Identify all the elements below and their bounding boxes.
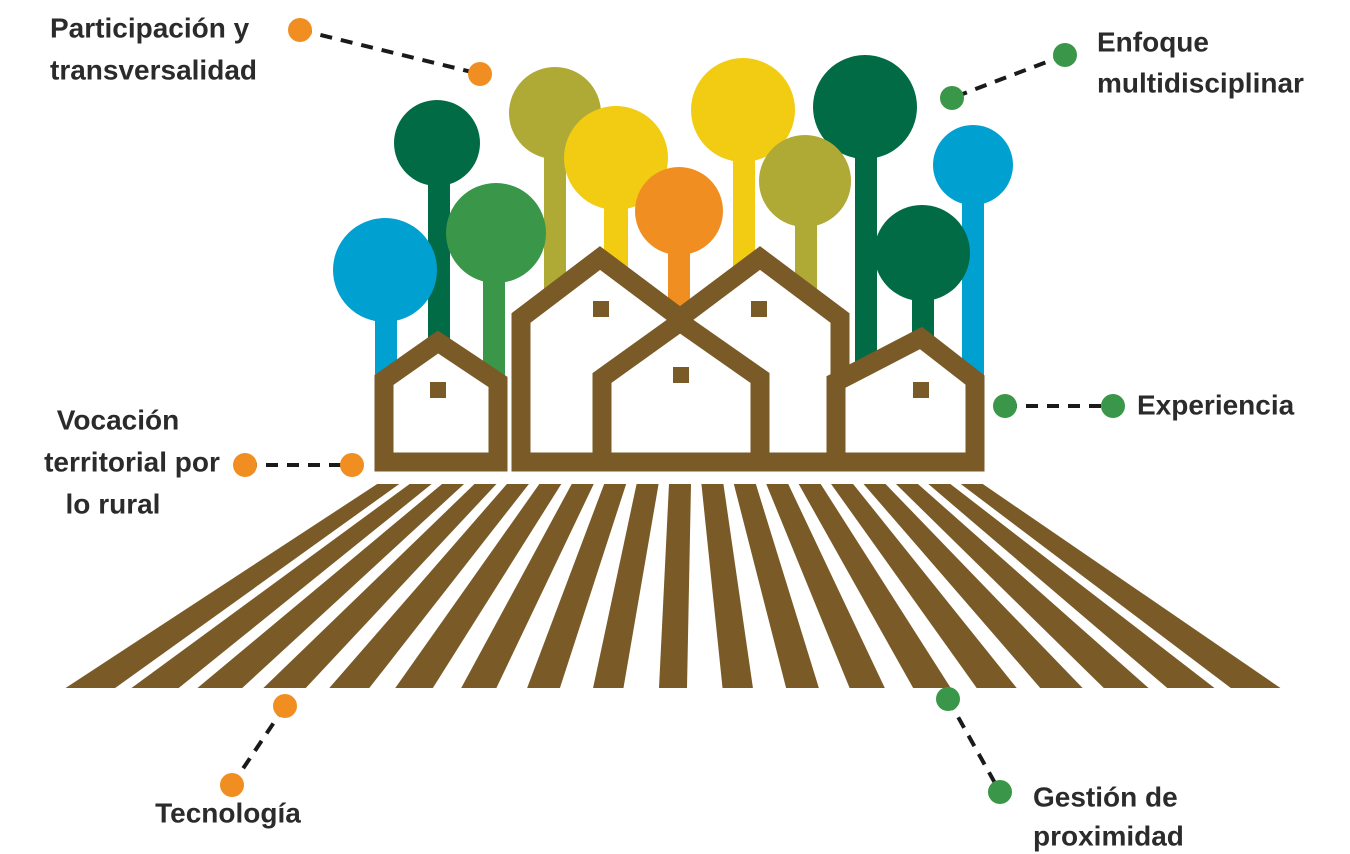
tree-crown: [635, 167, 723, 255]
dot: [340, 453, 364, 477]
house: [384, 342, 498, 462]
tree-crown: [394, 100, 480, 186]
dot: [1101, 394, 1125, 418]
label: Tecnología: [155, 797, 301, 828]
connector: [300, 30, 480, 74]
tree-crown: [874, 205, 970, 301]
window: [913, 382, 929, 398]
tree-crown: [333, 218, 437, 322]
label: Experiencia: [1137, 389, 1295, 420]
window: [430, 382, 446, 398]
dot: [936, 687, 960, 711]
dot: [468, 62, 492, 86]
tree-crown: [759, 135, 851, 227]
dot: [273, 694, 297, 718]
dot: [988, 780, 1012, 804]
dot: [233, 453, 257, 477]
field: [66, 484, 1281, 688]
label: Participación y: [50, 12, 250, 43]
label: territorial por: [44, 446, 220, 477]
connector: [948, 699, 1000, 792]
connector: [232, 706, 285, 785]
label: transversalidad: [50, 54, 257, 85]
label: Enfoque: [1097, 26, 1209, 57]
tree-crown: [933, 125, 1013, 205]
window: [593, 301, 609, 317]
label: proximidad: [1033, 820, 1184, 851]
dot: [288, 18, 312, 42]
infographic: Participación y transversalidad Enfoque …: [0, 0, 1350, 854]
label: lo rural: [66, 488, 161, 519]
label: Vocación: [57, 404, 179, 435]
dot: [1053, 43, 1077, 67]
connector: [952, 55, 1065, 98]
dot: [220, 773, 244, 797]
field-furrow: [659, 484, 691, 688]
dot: [993, 394, 1017, 418]
window: [751, 301, 767, 317]
dot: [940, 86, 964, 110]
label: multidisciplinar: [1097, 67, 1304, 98]
window: [673, 367, 689, 383]
tree-crown: [446, 183, 546, 283]
label: Gestión de: [1033, 781, 1178, 812]
